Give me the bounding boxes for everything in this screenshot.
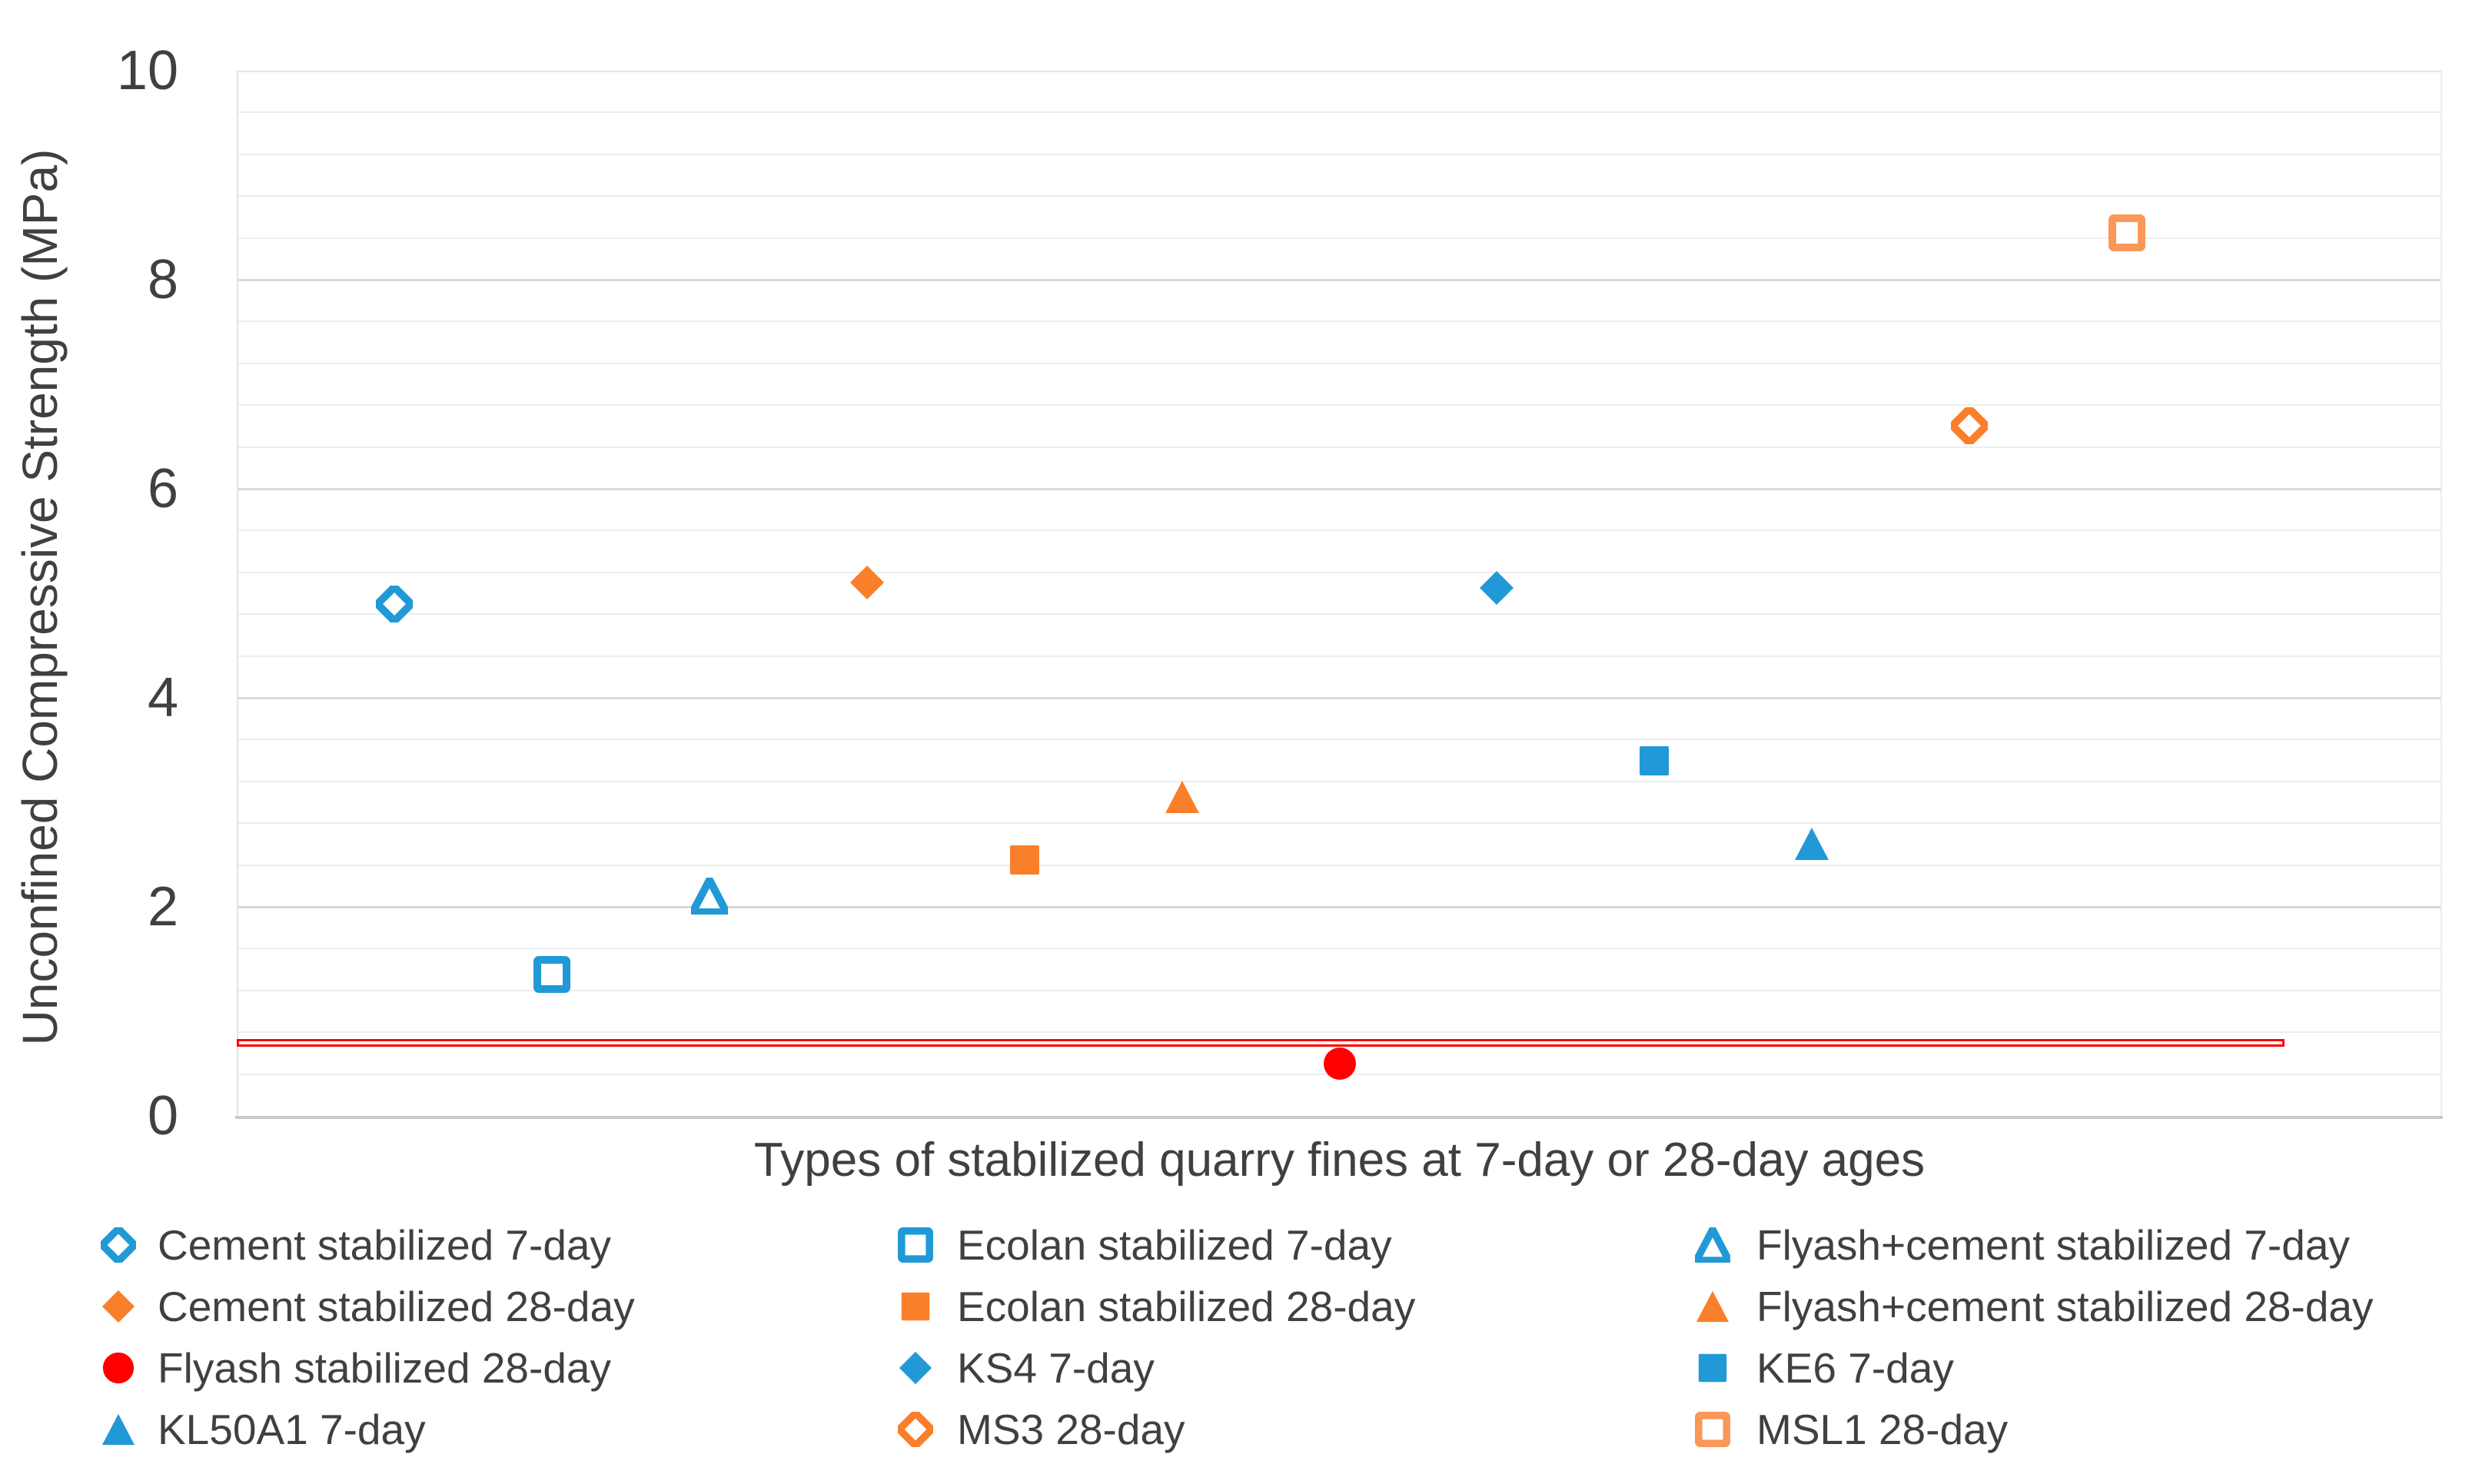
minor-gridline bbox=[237, 153, 2442, 155]
data-point-cement-stabilized-7-day bbox=[371, 581, 417, 626]
triangle-marker-icon bbox=[686, 871, 733, 917]
data-point-kl50a1-7-day bbox=[1793, 825, 1830, 862]
legend-marker-flyash-cement-stabilized-7-day bbox=[1690, 1221, 1736, 1264]
diamond-marker-icon bbox=[849, 566, 884, 600]
x-axis-line bbox=[235, 1116, 2443, 1119]
plot-border-right bbox=[2441, 71, 2442, 1117]
legend-label-ks4-7-day: KS4 7-day bbox=[957, 1344, 1155, 1392]
major-gridline bbox=[237, 488, 2442, 490]
minor-gridline bbox=[237, 780, 2442, 782]
diamond-marker-icon bbox=[97, 1223, 140, 1267]
square-marker-icon bbox=[1695, 1412, 1730, 1447]
square-marker-icon bbox=[901, 1292, 930, 1321]
square-marker-icon bbox=[2108, 214, 2146, 251]
data-point-flyash-cement-stabilized-28-day bbox=[1164, 779, 1201, 815]
triangle-marker-icon bbox=[101, 1413, 135, 1446]
minor-gridline bbox=[237, 446, 2442, 448]
data-point-cement-stabilized-28-day bbox=[849, 564, 886, 601]
legend-label-msl1-28-day: MSL1 28-day bbox=[1756, 1406, 2009, 1453]
major-gridline bbox=[237, 697, 2442, 699]
minor-gridline bbox=[237, 237, 2442, 239]
legend-label-ke6-7-day: KE6 7-day bbox=[1756, 1344, 1954, 1392]
minor-gridline bbox=[237, 195, 2442, 198]
y-tick-label-6: 6 bbox=[147, 458, 178, 520]
square-marker-icon bbox=[533, 956, 570, 994]
diamond-marker-icon bbox=[101, 1290, 135, 1323]
minor-gridline bbox=[237, 1031, 2442, 1034]
legend-marker-cement-stabilized-7-day bbox=[97, 1223, 140, 1267]
legend-label-ecolan-stabilized-7-day: Ecolan stabilized 7-day bbox=[957, 1221, 1392, 1269]
plot-border-top bbox=[237, 71, 2442, 72]
square-marker-icon bbox=[898, 1227, 933, 1263]
minor-gridline bbox=[237, 571, 2442, 573]
minor-gridline bbox=[237, 948, 2442, 950]
legend-label-ms3-28-day: MS3 28-day bbox=[957, 1406, 1185, 1453]
legend-marker-ms3-28-day bbox=[894, 1408, 937, 1451]
data-point-flyash-cement-stabilized-7-day bbox=[686, 871, 733, 917]
diamond-marker-icon bbox=[1947, 403, 1992, 449]
data-point-ms3-28-day bbox=[1947, 403, 1992, 449]
legend-marker-kl50a1-7-day bbox=[101, 1412, 136, 1447]
minor-gridline bbox=[237, 864, 2442, 866]
square-marker-icon bbox=[1698, 1353, 1727, 1383]
major-gridline bbox=[237, 906, 2442, 908]
plot-border-left bbox=[237, 71, 238, 1117]
minor-gridline bbox=[237, 362, 2442, 364]
legend-marker-ecolan-stabilized-28-day bbox=[898, 1289, 933, 1324]
minor-gridline bbox=[237, 404, 2442, 407]
legend-label-cement-stabilized-28-day: Cement stabilized 28-day bbox=[158, 1283, 635, 1330]
y-tick-label-8: 8 bbox=[147, 249, 178, 310]
legend-label-flyash-cement-stabilized-28-day: Flyash+cement stabilized 28-day bbox=[1756, 1283, 2374, 1330]
data-point-ecolan-stabilized-7-day bbox=[533, 956, 570, 994]
x-axis-title: Types of stabilized quarry fines at 7-da… bbox=[753, 1133, 1926, 1187]
y-tick-label-0: 0 bbox=[147, 1085, 178, 1147]
legend-marker-flyash-stabilized-28-day bbox=[101, 1350, 136, 1386]
data-point-ks4-7-day bbox=[1478, 569, 1515, 606]
minor-gridline bbox=[237, 613, 2442, 616]
legend-marker-cement-stabilized-28-day bbox=[101, 1289, 136, 1324]
diamond-marker-icon bbox=[899, 1351, 932, 1385]
legend-label-cement-stabilized-7-day: Cement stabilized 7-day bbox=[158, 1221, 612, 1269]
diamond-marker-icon bbox=[371, 581, 417, 626]
legend-label-ecolan-stabilized-28-day: Ecolan stabilized 28-day bbox=[957, 1283, 1416, 1330]
y-tick-label-10: 10 bbox=[116, 40, 178, 101]
legend-marker-msl1-28-day bbox=[1695, 1412, 1730, 1447]
legend-label-kl50a1-7-day: KL50A1 7-day bbox=[158, 1406, 426, 1453]
minor-gridline bbox=[237, 655, 2442, 657]
minor-gridline bbox=[237, 822, 2442, 825]
legend-label-flyash-stabilized-28-day: Flyash stabilized 28-day bbox=[158, 1344, 612, 1392]
minor-gridline bbox=[237, 530, 2442, 532]
triangle-marker-icon bbox=[1165, 781, 1199, 814]
legend-label-flyash-cement-stabilized-7-day: Flyash+cement stabilized 7-day bbox=[1756, 1221, 2350, 1269]
data-point-ecolan-stabilized-28-day bbox=[1006, 842, 1043, 878]
data-point-flyash-stabilized-28-day bbox=[1321, 1045, 1358, 1082]
legend-marker-ke6-7-day bbox=[1695, 1350, 1730, 1386]
triangle-marker-icon bbox=[1690, 1221, 1736, 1264]
data-point-ke6-7-day bbox=[1636, 742, 1673, 779]
y-axis-title: Unconfined Compressive Strength (MPa) bbox=[12, 148, 68, 1046]
circle-marker-icon bbox=[102, 1352, 135, 1384]
legend-marker-ks4-7-day bbox=[898, 1350, 933, 1386]
triangle-marker-icon bbox=[1795, 828, 1829, 861]
circle-marker-icon bbox=[1323, 1047, 1356, 1080]
minor-gridline bbox=[237, 320, 2442, 323]
legend-marker-flyash-cement-stabilized-28-day bbox=[1695, 1289, 1730, 1324]
square-marker-icon bbox=[1009, 845, 1039, 875]
diamond-marker-icon bbox=[1480, 571, 1514, 606]
square-marker-icon bbox=[1640, 745, 1670, 775]
minor-gridline bbox=[237, 989, 2442, 991]
major-gridline bbox=[237, 279, 2442, 281]
minor-gridline bbox=[237, 111, 2442, 114]
triangle-marker-icon bbox=[1696, 1290, 1730, 1323]
diamond-marker-icon bbox=[894, 1408, 937, 1451]
legend-marker-ecolan-stabilized-7-day bbox=[898, 1227, 933, 1263]
reference-line bbox=[237, 1038, 2285, 1047]
y-tick-label-4: 4 bbox=[147, 667, 178, 729]
minor-gridline bbox=[237, 739, 2442, 741]
y-tick-label-2: 2 bbox=[147, 876, 178, 938]
data-point-msl1-28-day bbox=[2108, 214, 2146, 251]
